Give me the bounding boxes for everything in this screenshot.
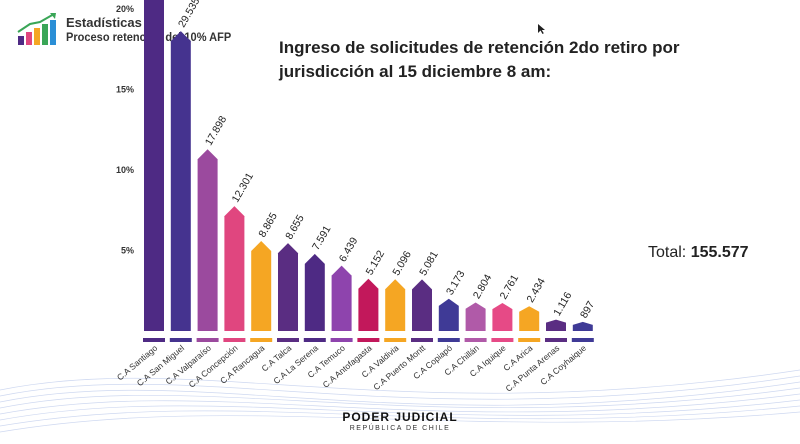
category-swatch	[169, 338, 192, 342]
mouse-cursor-icon	[538, 24, 545, 34]
bar	[572, 321, 593, 331]
footer-institution: PODER JUDICIAL	[342, 410, 458, 424]
category-swatch	[277, 338, 299, 342]
category-swatch	[143, 338, 165, 342]
value-label: 7.591	[310, 224, 334, 253]
category-swatch	[250, 338, 273, 342]
y-tick-label: 15%	[116, 85, 134, 95]
bar	[144, 0, 164, 331]
brand-title: Estadísticas	[66, 15, 142, 30]
category-swatch	[437, 338, 460, 342]
value-label: 5.081	[417, 249, 441, 278]
value-label: 2.761	[498, 273, 522, 302]
value-label: 5.152	[364, 248, 388, 277]
category-swatch	[303, 338, 326, 342]
bar	[492, 302, 513, 331]
decorative-waves	[0, 369, 800, 433]
category-swatch	[545, 338, 567, 342]
category-swatch	[223, 338, 246, 342]
footer: PODER JUDICIAL REPÚBLICA DE CHILE	[0, 410, 800, 432]
bar	[304, 253, 325, 331]
value-label: 17.898	[203, 114, 230, 148]
bar	[385, 279, 406, 331]
category-swatch	[518, 338, 541, 342]
y-tick-label: 20%	[116, 4, 134, 14]
bars	[144, 0, 593, 332]
category-swatch	[464, 338, 487, 342]
value-label: 2.804	[471, 272, 495, 301]
bar	[251, 240, 272, 331]
bar	[331, 265, 352, 331]
value-label: 5.096	[390, 249, 414, 278]
bar	[519, 306, 540, 331]
statistics-logo-icon	[17, 13, 56, 45]
category-swatch	[491, 338, 514, 342]
category-swatch	[571, 338, 594, 342]
chart-title: Ingreso de solicitudes de retención 2do …	[279, 38, 680, 81]
bar	[412, 279, 432, 331]
value-label: 12.301	[230, 171, 257, 205]
total-label: Total:	[648, 244, 687, 261]
category-swatches	[143, 338, 594, 342]
footer-country: REPÚBLICA DE CHILE	[349, 425, 451, 432]
category-swatch	[411, 338, 433, 342]
bar	[170, 31, 191, 332]
bar	[224, 206, 245, 331]
bar	[465, 302, 486, 331]
category-swatch	[384, 338, 407, 342]
bar	[438, 298, 459, 331]
bar	[358, 278, 379, 331]
category-swatch	[330, 338, 353, 342]
value-label: 8.865	[256, 211, 280, 240]
y-tick-label: 5%	[121, 246, 134, 256]
bar	[278, 243, 298, 331]
y-axis-ticks: 5%10%15%20%25%	[116, 4, 134, 256]
total: Total: 155.577	[648, 244, 749, 262]
value-label: 8.655	[283, 213, 307, 242]
value-label: 1.116	[551, 290, 574, 318]
value-label: 29.535	[176, 0, 203, 30]
bar	[546, 319, 566, 331]
value-label: 897	[578, 299, 597, 320]
category-swatch	[357, 338, 380, 342]
value-label: 2.434	[524, 276, 548, 305]
value-label: 3.173	[444, 268, 468, 297]
total-value: 155.577	[690, 244, 749, 261]
y-tick-label: 10%	[116, 165, 134, 175]
category-swatch	[196, 338, 219, 342]
bar	[197, 149, 218, 331]
value-label: 6.439	[337, 235, 361, 264]
